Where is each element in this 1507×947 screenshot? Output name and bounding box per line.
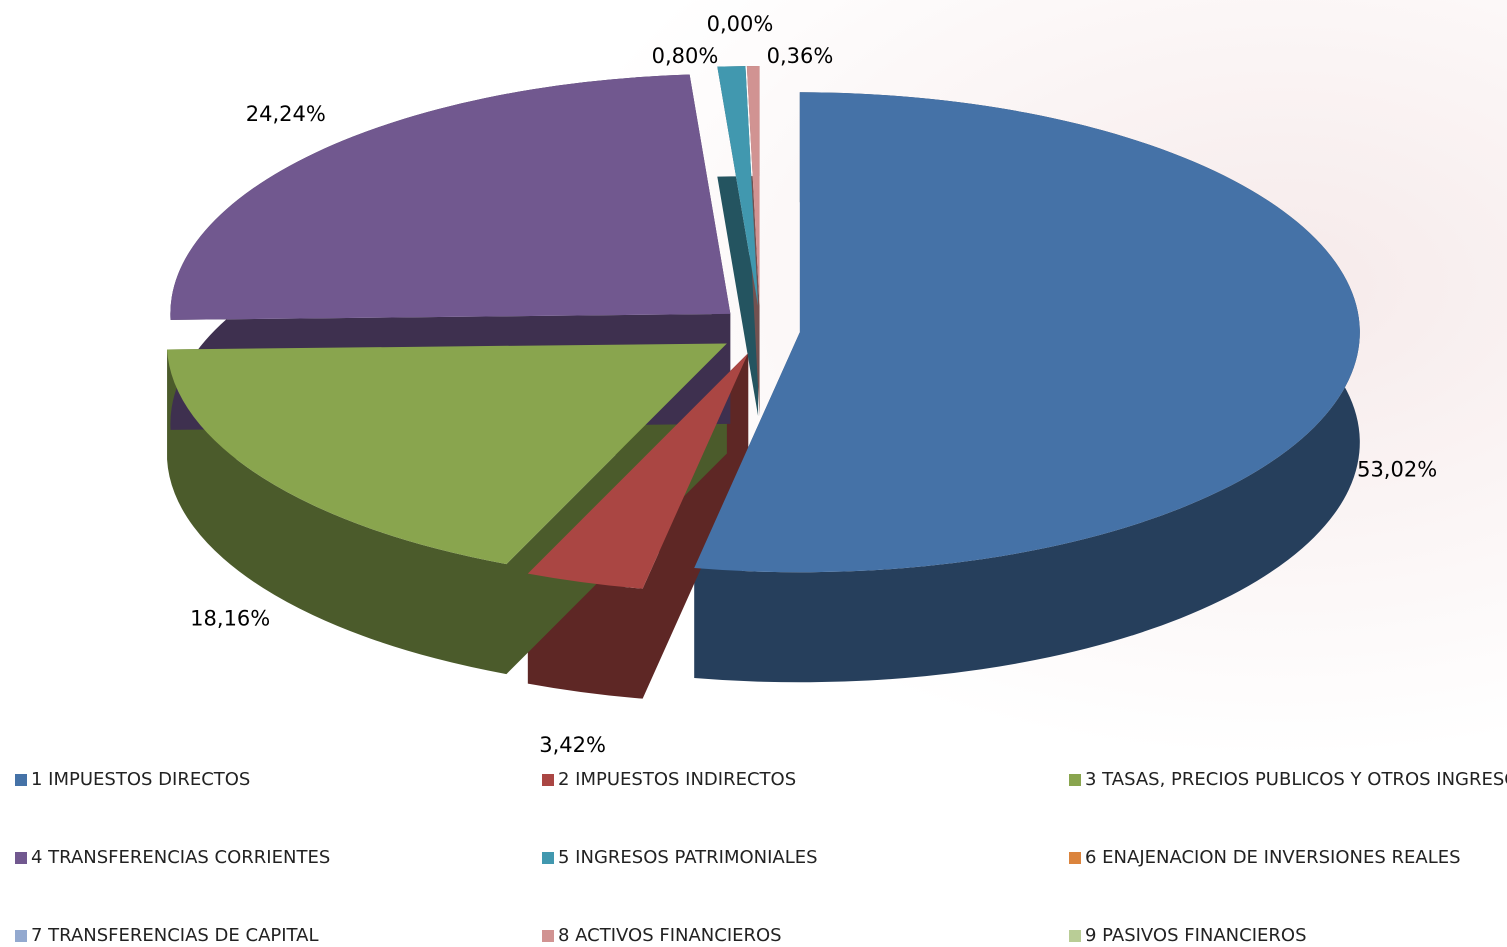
legend-swatch <box>15 852 27 864</box>
pie-tops <box>167 66 1360 589</box>
data-label: 24,24% <box>246 102 326 126</box>
legend-swatch <box>542 930 554 942</box>
legend-swatch <box>15 930 27 942</box>
legend-swatch <box>542 852 554 864</box>
slice <box>694 92 1360 573</box>
legend-swatch <box>542 774 554 786</box>
legend-swatch <box>1069 852 1081 864</box>
slice <box>170 74 731 320</box>
data-label: 0,00% <box>707 12 774 36</box>
legend-swatch <box>1069 774 1081 786</box>
legend-label: 4 TRANSFERENCIAS CORRIENTES <box>31 847 330 868</box>
data-label: 0,80% <box>652 44 719 68</box>
slice <box>717 66 759 307</box>
legend-label: 9 PASIVOS FINANCIEROS <box>1085 925 1307 946</box>
legend-label: 3 TASAS, PRECIOS PUBLICOS Y OTROS INGRES… <box>1085 769 1507 790</box>
legend-label: 8 ACTIVOS FINANCIEROS <box>558 925 782 946</box>
slice <box>746 66 760 307</box>
legend-label: 1 IMPUESTOS DIRECTOS <box>31 769 250 790</box>
data-label: 18,16% <box>190 607 270 631</box>
data-labels: 53,02% 3,42% 18,16% 24,24% 0,80% 0,00% 0,36% <box>190 12 1437 757</box>
legend-swatch <box>1069 930 1081 942</box>
legend-label: 2 IMPUESTOS INDIRECTOS <box>558 769 796 790</box>
legend-label: 5 INGRESOS PATRIMONIALES <box>558 847 818 868</box>
slice <box>527 352 749 589</box>
legend: 1 IMPUESTOS DIRECTOS 2 IMPUESTOS INDIRECT… <box>15 769 1507 946</box>
slice <box>167 343 727 565</box>
legend-label: 7 TRANSFERENCIAS DE CAPITAL <box>31 925 319 946</box>
data-label: 3,42% <box>539 733 606 757</box>
data-label: 0,36% <box>767 44 834 68</box>
legend-label: 6 ENAJENACION DE INVERSIONES REALES <box>1085 847 1461 868</box>
data-label: 53,02% <box>1357 457 1437 481</box>
legend-swatch <box>15 774 27 786</box>
